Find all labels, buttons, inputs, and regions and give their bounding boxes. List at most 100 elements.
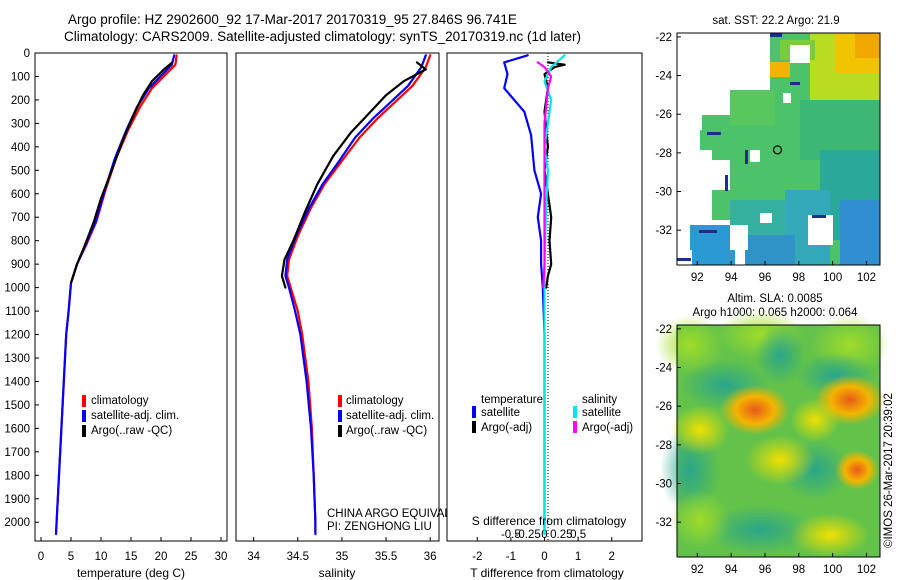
legend-swatch-satellite — [338, 410, 342, 422]
legend-swatch-argo — [338, 425, 342, 437]
legend-swatch-climatology — [338, 395, 342, 407]
map-y-tick-label: -32 — [655, 517, 672, 529]
legend-swatch-satellite — [82, 410, 86, 422]
sla-map-axes: 92 94 96 98 100 102 -22 -24 -26 -28 -30 -32 — [655, 324, 876, 576]
depth-tick-label: 200 — [11, 95, 30, 107]
legend-label: Argo(..raw -QC) — [91, 425, 172, 437]
x-tick-label: 36 — [424, 551, 437, 563]
depth-tick-label: 1800 — [4, 470, 30, 482]
salinity-x-axis: 34 34.5 35 35.5 36 — [247, 537, 437, 563]
top-x-tick-label: -0.5 — [501, 529, 521, 541]
sst-map-title: sat. SST: 22.2 Argo: 21.9 — [712, 15, 839, 27]
map-y-tick-label: -24 — [655, 71, 672, 83]
salinity-lines — [280, 54, 432, 536]
depth-tick-label: 1500 — [4, 400, 30, 412]
depth-tick-label: 300 — [11, 118, 30, 130]
map-x-tick-label: 100 — [823, 272, 842, 284]
legend-label: satellite-adj. clim. — [346, 410, 434, 422]
depth-tick-label: 100 — [11, 71, 30, 83]
legend-swatch-s-satellite — [573, 406, 577, 418]
map-x-tick-label: 96 — [759, 272, 772, 284]
top-x-tick-label: -0.25 — [515, 529, 541, 541]
x-tick-label: -2 — [472, 551, 482, 563]
x-tick-label: 2 — [609, 551, 615, 563]
salinity-xlabel: salinity — [319, 566, 356, 580]
map-y-tick-label: -26 — [655, 109, 672, 121]
legend-label: satellite-adj. clim. — [91, 410, 179, 422]
x-tick-label: 20 — [155, 551, 168, 563]
difference-xlabel: T difference from climatology — [470, 566, 624, 580]
legend-label: Argo(..raw -QC) — [346, 425, 427, 437]
series-line-argo-raw-qc — [69, 61, 174, 284]
top-x-tick-label: 0.25 — [550, 529, 572, 541]
map-x-tick-label: 100 — [823, 564, 842, 576]
legend-label: Argo(-adj) — [582, 422, 633, 434]
difference-top-xlabel: S difference from climatology — [472, 514, 627, 528]
legend-label: Argo(-adj) — [481, 422, 532, 434]
sla-map-frame — [676, 324, 881, 558]
map-x-tick-label: 102 — [857, 272, 876, 284]
annotation-china-argo: CHINA ARGO EQUIVALENT — [327, 508, 474, 520]
temperature-xlabel: temperature (deg C) — [77, 566, 185, 580]
difference-panel: -2 -1 0 1 2-0.5-0.25 0 0.250.5 T difference fr… — [446, 52, 643, 580]
sla-map-title-line1: Altim. SLA: 0.0085 — [727, 293, 822, 305]
legend-swatch-argo — [82, 425, 86, 437]
difference-x-axis: -2 -1 0 1 2-0.5-0.25 0 0.250.5 — [472, 529, 615, 563]
difference-lines — [503, 54, 566, 536]
map-x-tick-label: 102 — [857, 564, 876, 576]
x-tick-label: 0 — [38, 551, 44, 563]
x-tick-label: 34 — [247, 551, 260, 563]
map-x-tick-label: 94 — [725, 564, 738, 576]
salinity-legend: climatology satellite-adj. clim. Argo(..… — [338, 395, 434, 437]
depth-tick-label: 0 — [24, 48, 30, 60]
temperature-legend: climatology satellite-adj. clim. Argo(..… — [82, 395, 179, 437]
sst-map-panel: sat. SST: 22.2 Argo: 21.9 — [655, 15, 881, 284]
depth-tick-label: 1700 — [4, 447, 30, 459]
series-line-s-argo-adj — [536, 61, 553, 289]
legend-swatch-s-argo — [573, 421, 577, 433]
temperature-x-axis: 0 5 10 15 20 25 30 — [38, 537, 227, 563]
x-tick-label: -1 — [506, 551, 516, 563]
x-tick-label: 10 — [95, 551, 108, 563]
map-y-tick-label: -30 — [655, 479, 672, 491]
map-y-tick-label: -30 — [655, 187, 672, 199]
depth-tick-label: 400 — [11, 142, 30, 154]
temperature-axes — [34, 52, 228, 542]
depth-tick-label: 600 — [11, 189, 30, 201]
depth-tick-label: 1000 — [4, 283, 30, 295]
top-x-tick-label: 0.5 — [570, 529, 586, 541]
annotation-pi: PI: ZENGHONG LIU — [327, 521, 432, 533]
legend-swatch-t-argo — [472, 421, 476, 433]
map-y-tick-label: -24 — [655, 363, 672, 375]
legend-swatch-climatology — [82, 395, 86, 407]
map-y-tick-label: -28 — [655, 440, 672, 452]
x-tick-label: 35 — [336, 551, 349, 563]
depth-tick-label: 1300 — [4, 353, 30, 365]
depth-tick-label: 900 — [11, 259, 30, 271]
map-x-tick-label: 92 — [691, 564, 704, 576]
map-x-tick-label: 92 — [691, 272, 704, 284]
depth-tick-label: 800 — [11, 236, 30, 248]
temperature-lines — [54, 54, 178, 536]
legend-swatch-t-satellite — [472, 406, 476, 418]
series-line-argo-raw-qc — [280, 61, 427, 289]
legend-label: satellite — [582, 407, 621, 419]
depth-tick-label: 700 — [11, 212, 30, 224]
x-tick-label: 25 — [185, 551, 198, 563]
sst-map-field — [677, 33, 880, 265]
map-x-tick-label: 94 — [725, 272, 738, 284]
header-line1: Argo profile: HZ 2902600_92 17-Mar-2017 … — [68, 12, 517, 27]
series-line-satellite-adj-clim — [284, 54, 427, 536]
header-line2: Climatology: CARS2009. Satellite-adjuste… — [64, 29, 581, 44]
sst-map-axes: 92 94 96 98 100 102 -22 -24 -26 -28 -30 -32 — [655, 32, 876, 284]
legend-title-temperature: temperature — [481, 394, 543, 406]
map-x-tick-label: 98 — [792, 564, 805, 576]
sla-map-field — [655, 310, 890, 557]
sla-map-panel: Altim. SLA: 0.0085 Argo h1000: 0.065 h20… — [655, 293, 890, 576]
x-tick-label: 15 — [125, 551, 138, 563]
x-tick-label: 5 — [68, 551, 74, 563]
sst-map-frame — [676, 32, 881, 266]
depth-tick-label: 1400 — [4, 376, 30, 388]
depth-tick-label: 1900 — [4, 494, 30, 506]
